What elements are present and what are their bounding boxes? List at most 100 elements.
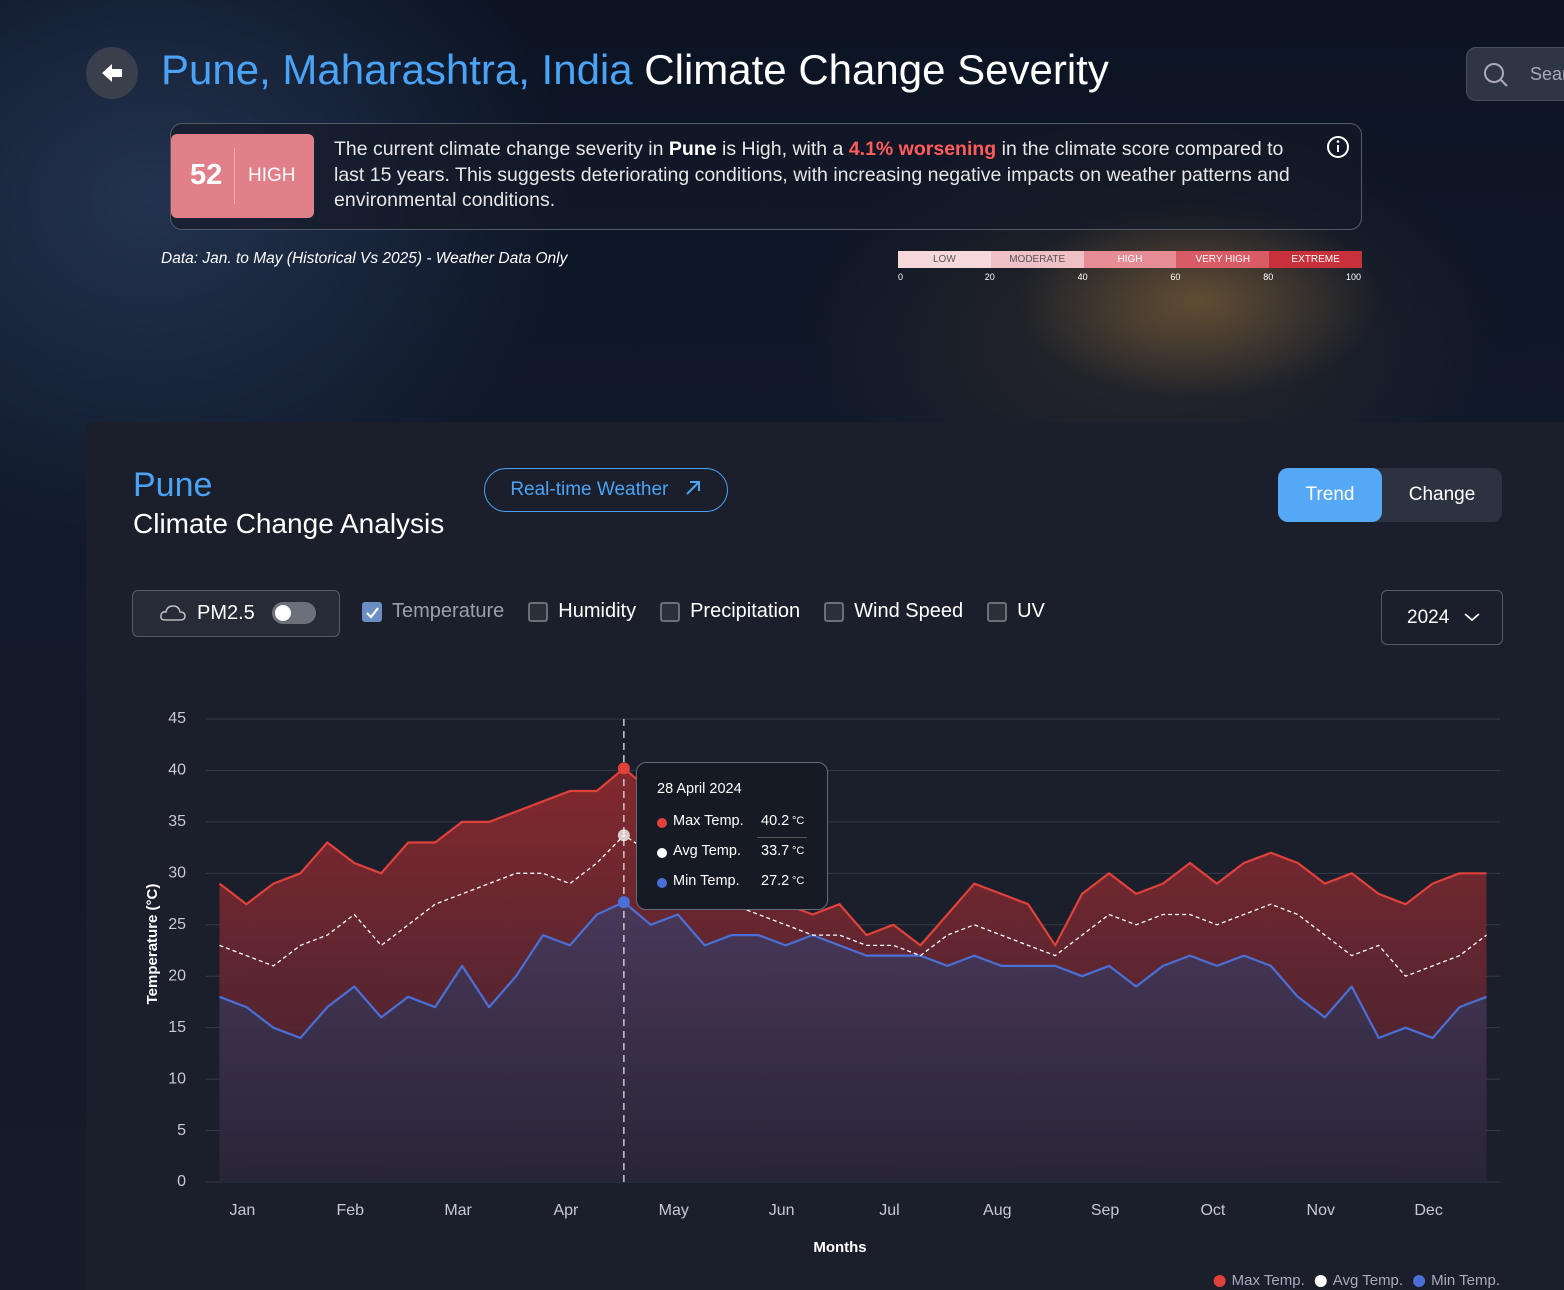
legend-swatch bbox=[1413, 1275, 1426, 1287]
tooltip-name: Avg Temp. bbox=[673, 843, 741, 859]
tooltip-value: 27.2 bbox=[761, 873, 790, 889]
severity-box bbox=[170, 123, 1362, 230]
divider bbox=[234, 148, 235, 204]
hover-dot bbox=[617, 896, 630, 909]
x-tick-label: May bbox=[659, 1202, 689, 1219]
y-tick-label: 30 bbox=[168, 865, 186, 882]
back-button[interactable] bbox=[86, 47, 138, 99]
score-value: 52 bbox=[190, 159, 223, 191]
metric-label: Humidity bbox=[558, 600, 637, 622]
x-tick-label: Mar bbox=[444, 1202, 472, 1219]
series-line bbox=[219, 834, 1487, 977]
data-note: Data: Jan. to May (Historical Vs 2025) -… bbox=[161, 250, 568, 267]
check bbox=[366, 606, 379, 619]
tooltip-date: 28 April 2024 bbox=[657, 781, 742, 797]
tooltip-unit: °C bbox=[792, 875, 805, 887]
checkbox bbox=[987, 601, 1008, 622]
x-tick-label: Dec bbox=[1414, 1202, 1442, 1219]
y-tick-label: 20 bbox=[168, 967, 186, 984]
page-title: Pune, Maharashtra, India Climate Change … bbox=[161, 46, 1109, 94]
toggle[interactable] bbox=[272, 602, 316, 624]
legend-label: Avg Temp. bbox=[1333, 1272, 1403, 1289]
legend-swatch bbox=[1314, 1275, 1327, 1287]
info-icon[interactable] bbox=[1326, 135, 1350, 159]
tooltip-dot bbox=[657, 818, 667, 828]
x-tick-label: Oct bbox=[1200, 1202, 1225, 1219]
scale-segment: LOW bbox=[898, 251, 991, 268]
chevron bbox=[1464, 613, 1480, 622]
severity-description: The current climate change severity in P… bbox=[334, 137, 1294, 214]
series-line bbox=[219, 901, 1487, 1040]
x-tick-label: Feb bbox=[336, 1202, 364, 1219]
metric-checkboxes: Temperature Humidity Precipitation Wind Spe… bbox=[362, 600, 1045, 623]
y-tick-label: 15 bbox=[168, 1019, 186, 1036]
tooltip-dot bbox=[657, 878, 667, 888]
search-box[interactable]: Search bbox=[1466, 47, 1564, 101]
button-label: Real-time Weather bbox=[510, 479, 669, 500]
tooltip: 28 April 2024 Max Temp. 40.2 °C Avg Temp. 33… bbox=[636, 762, 828, 910]
scale-segment: VERY HIGH bbox=[1176, 251, 1270, 268]
metric[interactable]: UV bbox=[987, 600, 1045, 623]
x-tick-label: Jan bbox=[230, 1202, 256, 1219]
scale-tick: 20 bbox=[984, 272, 995, 282]
score-level: HIGH bbox=[248, 165, 296, 186]
chart: Temperature (°C) Months 0 5 10 15 20 25 30 35 40… bbox=[144, 710, 1500, 1289]
y-tick-label: 45 bbox=[168, 710, 186, 727]
y-tick-label: 25 bbox=[168, 916, 186, 933]
x-tick-label: Apr bbox=[553, 1202, 579, 1219]
legend-label: Min Temp. bbox=[1431, 1272, 1500, 1289]
analysis-subtitle: Climate Change Analysis bbox=[133, 508, 445, 539]
series-line bbox=[218, 767, 1487, 947]
realtime-button[interactable]: Real-time Weather bbox=[484, 468, 728, 512]
tab-trend[interactable]: Trend bbox=[1278, 468, 1382, 522]
pm-toggle-box: PM2.5 bbox=[132, 590, 340, 637]
area-fill bbox=[219, 902, 1487, 1182]
year-value: 2024 bbox=[1407, 607, 1450, 628]
text: The current climate change severity in bbox=[334, 138, 669, 160]
x-tick-label: Aug bbox=[983, 1202, 1011, 1219]
legend-swatch bbox=[1213, 1275, 1226, 1287]
y-tick-label: 0 bbox=[177, 1173, 186, 1190]
tooltip-value: 40.2 bbox=[761, 813, 790, 829]
score-badge: 52 HIGH bbox=[171, 134, 314, 218]
metric[interactable]: Humidity bbox=[528, 600, 636, 623]
metric[interactable]: Precipitation bbox=[660, 600, 800, 623]
scale-segment: EXTREME bbox=[1269, 251, 1362, 268]
y-tick-label: 40 bbox=[168, 762, 186, 779]
toggle-knob bbox=[275, 605, 291, 621]
tooltip-unit: °C bbox=[792, 845, 805, 857]
hover-dot bbox=[617, 829, 630, 842]
x-tick-label: Jun bbox=[769, 1202, 795, 1219]
hover-dot bbox=[617, 762, 630, 775]
title-place: Pune, Maharashtra, India bbox=[161, 46, 633, 93]
arrow-icon bbox=[685, 481, 700, 495]
y-tick-label: 10 bbox=[168, 1070, 186, 1087]
y-tick-label: 5 bbox=[177, 1122, 186, 1139]
year-select[interactable]: 2024 bbox=[1381, 590, 1503, 645]
cloud-icon bbox=[160, 605, 186, 621]
tooltip-name: Min Temp. bbox=[673, 873, 740, 889]
legend-label: Max Temp. bbox=[1232, 1272, 1305, 1289]
tooltip-dot bbox=[657, 848, 667, 858]
metric[interactable]: Temperature bbox=[362, 600, 504, 623]
y-axis-label: Temperature (°C) bbox=[144, 884, 161, 1005]
scale-tick: 40 bbox=[1077, 272, 1088, 282]
scale-tick: 60 bbox=[1170, 272, 1181, 282]
metric[interactable]: Wind Speed bbox=[824, 600, 963, 623]
y-tick-label: 35 bbox=[168, 813, 186, 830]
back-icon bbox=[102, 64, 122, 82]
pm-label: PM2.5 bbox=[197, 602, 255, 624]
tooltip-name: Max Temp. bbox=[673, 813, 744, 829]
search-icon bbox=[1484, 63, 1508, 87]
metric-label: UV bbox=[1017, 600, 1045, 622]
scale-segment: MODERATE bbox=[990, 251, 1084, 268]
checkbox bbox=[362, 601, 382, 622]
scale-segment: HIGH bbox=[1083, 251, 1177, 268]
text: in the climate score compared to last 15… bbox=[334, 138, 1290, 211]
x-axis-label: Months bbox=[813, 1239, 866, 1256]
scale-tick: 0 bbox=[898, 272, 904, 282]
x-tick-label: Sep bbox=[1091, 1202, 1120, 1219]
scale-tick: 100 bbox=[1346, 272, 1362, 282]
view-tabs: Trend Change bbox=[1278, 468, 1502, 522]
tab-change[interactable]: Change bbox=[1408, 484, 1476, 505]
